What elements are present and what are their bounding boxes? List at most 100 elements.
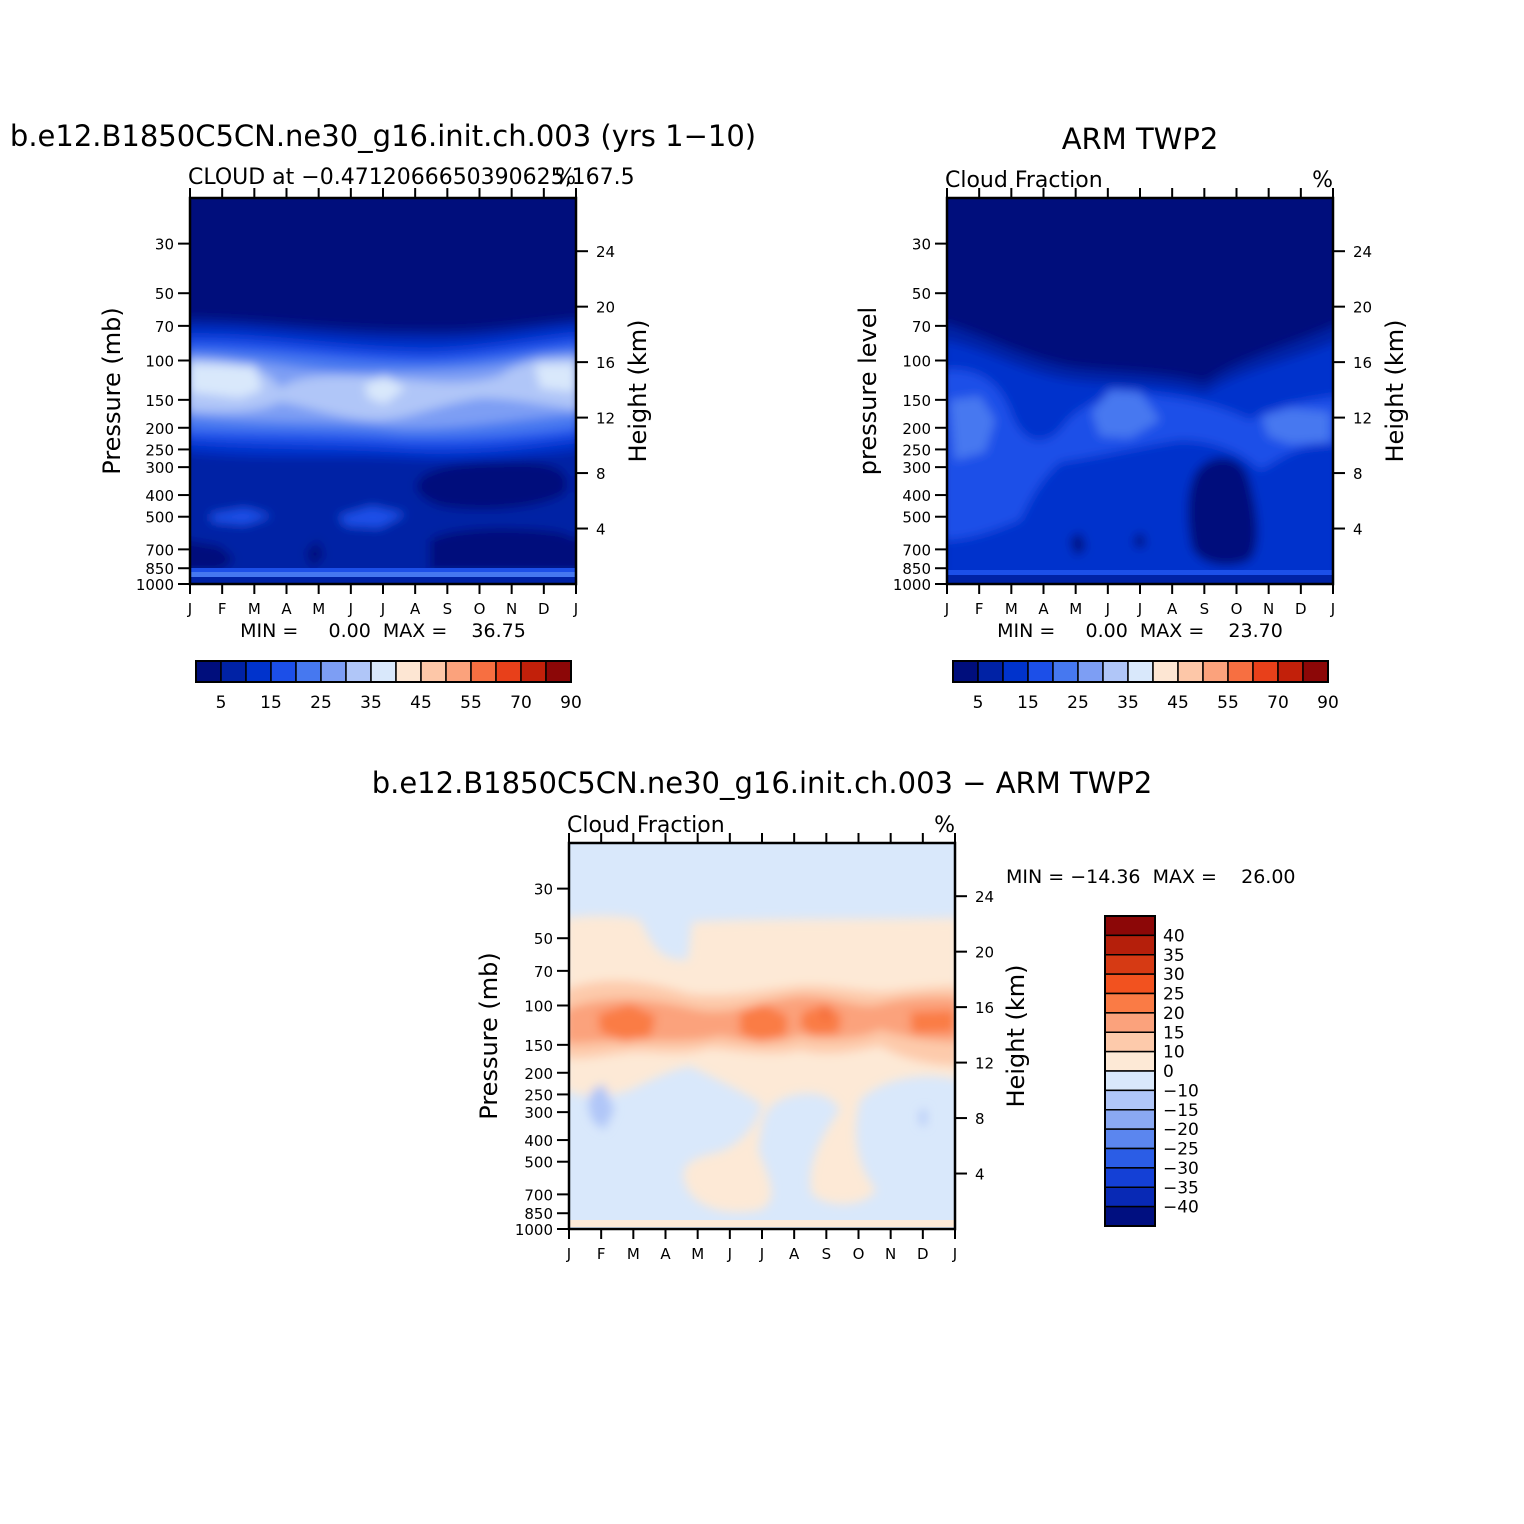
colorbar-frame — [195, 660, 572, 683]
x-tick-label: J — [1330, 600, 1335, 618]
colorbar-box — [1104, 1147, 1156, 1169]
x-tick-label: S — [443, 600, 453, 618]
colorbar-box — [1104, 915, 1156, 937]
colorbar-box — [345, 660, 372, 683]
panel2-y2label: Height (km) — [1381, 320, 1409, 463]
y-tick-label: 150 — [524, 1037, 553, 1055]
colorbar-label: 15 — [1017, 693, 1039, 713]
colorbar-box — [1104, 973, 1156, 995]
y-tick-label: 200 — [524, 1065, 553, 1083]
colorbar-box — [445, 660, 472, 683]
colorbar-label: −40 — [1163, 1198, 1199, 1218]
y-tick-label: 1000 — [893, 576, 931, 594]
colorbar-label: 70 — [1267, 693, 1289, 713]
y-tick-label: 50 — [912, 285, 931, 303]
panel3-stats: MIN = −14.36 MAX = 26.00 — [1006, 866, 1296, 888]
colorbar-box — [1104, 1186, 1156, 1208]
panel2-units: % — [1312, 168, 1333, 193]
x-tick-label: M — [1069, 600, 1082, 618]
colorbar-box — [1104, 992, 1156, 1014]
colorbar-label: −15 — [1163, 1101, 1199, 1121]
y-tick-label: 700 — [524, 1186, 553, 1204]
x-tick-label: D — [538, 600, 550, 618]
x-tick-label: J — [348, 600, 353, 618]
y-tick-label: 300 — [902, 459, 931, 477]
y-tick-label: 70 — [912, 318, 931, 336]
colorbar-box — [195, 660, 222, 683]
y-tick-label: 200 — [145, 420, 174, 438]
colorbar-box — [320, 660, 347, 683]
colorbar-label: 45 — [410, 693, 432, 713]
colorbar-box — [1077, 660, 1104, 683]
colorbar-label: −10 — [1163, 1081, 1199, 1101]
colorbar-frame — [1104, 915, 1156, 1227]
panel3-contour-field — [569, 843, 955, 1229]
y-tick-label: 30 — [912, 236, 931, 254]
y2-tick-label: 12 — [596, 410, 615, 428]
y2-tick-label: 24 — [975, 888, 994, 906]
y2-tick-label: 4 — [1353, 521, 1363, 539]
y-tick-label: 250 — [902, 441, 931, 459]
colorbar-label: 35 — [360, 693, 382, 713]
x-tick-label: M — [627, 1245, 640, 1263]
y-tick-label: 400 — [902, 487, 931, 505]
panel2-title: ARM TWP2 — [1062, 122, 1219, 156]
y-tick-label: 500 — [902, 509, 931, 527]
colorbar-label: 45 — [1167, 693, 1189, 713]
colorbar-box — [952, 660, 979, 683]
x-tick-label: D — [1295, 600, 1307, 618]
colorbar-frame — [952, 660, 1329, 683]
panel-model: b.e12.B1850C5CN.ne30_g16.init.ch.003 (yr… — [10, 119, 756, 713]
colorbar-label: 55 — [460, 693, 482, 713]
colorbar-label: 25 — [310, 693, 332, 713]
x-tick-label: D — [917, 1245, 929, 1263]
colorbar-box — [1302, 660, 1329, 683]
x-tick-label: S — [822, 1245, 832, 1263]
colorbar-label: 10 — [1163, 1043, 1185, 1063]
colorbar-label: 25 — [1067, 693, 1089, 713]
x-tick-label: J — [187, 600, 192, 618]
y-tick-label: 850 — [524, 1205, 553, 1223]
colorbar-box — [1104, 934, 1156, 956]
colorbar-box — [220, 660, 247, 683]
colorbar-label: −30 — [1163, 1159, 1199, 1179]
x-tick-label: J — [380, 600, 385, 618]
y2-tick-label: 8 — [596, 465, 606, 483]
panel1-y2label: Height (km) — [624, 320, 652, 463]
y2-tick-label: 16 — [975, 999, 994, 1017]
colorbar-label: −20 — [1163, 1120, 1199, 1140]
colorbar-box — [295, 660, 322, 683]
x-tick-label: A — [1167, 600, 1178, 618]
colorbar-box — [270, 660, 297, 683]
y2-tick-label: 24 — [596, 243, 615, 261]
y-tick-label: 150 — [902, 392, 931, 410]
y-tick-label: 1000 — [136, 576, 174, 594]
y-tick-label: 850 — [902, 560, 931, 578]
y2-tick-label: 12 — [1353, 410, 1372, 428]
colorbar-box — [1104, 1012, 1156, 1033]
panel3-y2label: Height (km) — [1002, 965, 1030, 1108]
panel1-stats: MIN = 0.00 MAX = 36.75 — [240, 620, 526, 642]
colorbar-box — [520, 660, 547, 683]
y-tick-label: 100 — [902, 352, 931, 370]
y-tick-label: 700 — [902, 541, 931, 559]
colorbar-box — [395, 660, 422, 683]
colorbar-label: 25 — [1163, 985, 1185, 1005]
x-tick-label: A — [789, 1245, 800, 1263]
colorbar-box — [1252, 660, 1279, 683]
colorbar-label: 35 — [1163, 946, 1185, 966]
y-tick-label: 500 — [524, 1154, 553, 1172]
colorbar-box — [1104, 1050, 1156, 1072]
panel-diff: b.e12.B1850C5CN.ne30_g16.init.ch.003 − A… — [372, 766, 1296, 1263]
y2-tick-label: 4 — [975, 1166, 985, 1184]
colorbar-box — [1127, 660, 1154, 683]
panel3-subtitle: Cloud Fraction — [567, 813, 725, 838]
y2-tick-label: 4 — [596, 521, 606, 539]
y-tick-label: 50 — [534, 930, 553, 948]
colorbar-box — [1277, 660, 1304, 683]
y-tick-label: 700 — [145, 541, 174, 559]
colorbar-box — [370, 660, 397, 683]
colorbar-label: 90 — [560, 693, 582, 713]
colorbar-label: −35 — [1163, 1178, 1199, 1198]
